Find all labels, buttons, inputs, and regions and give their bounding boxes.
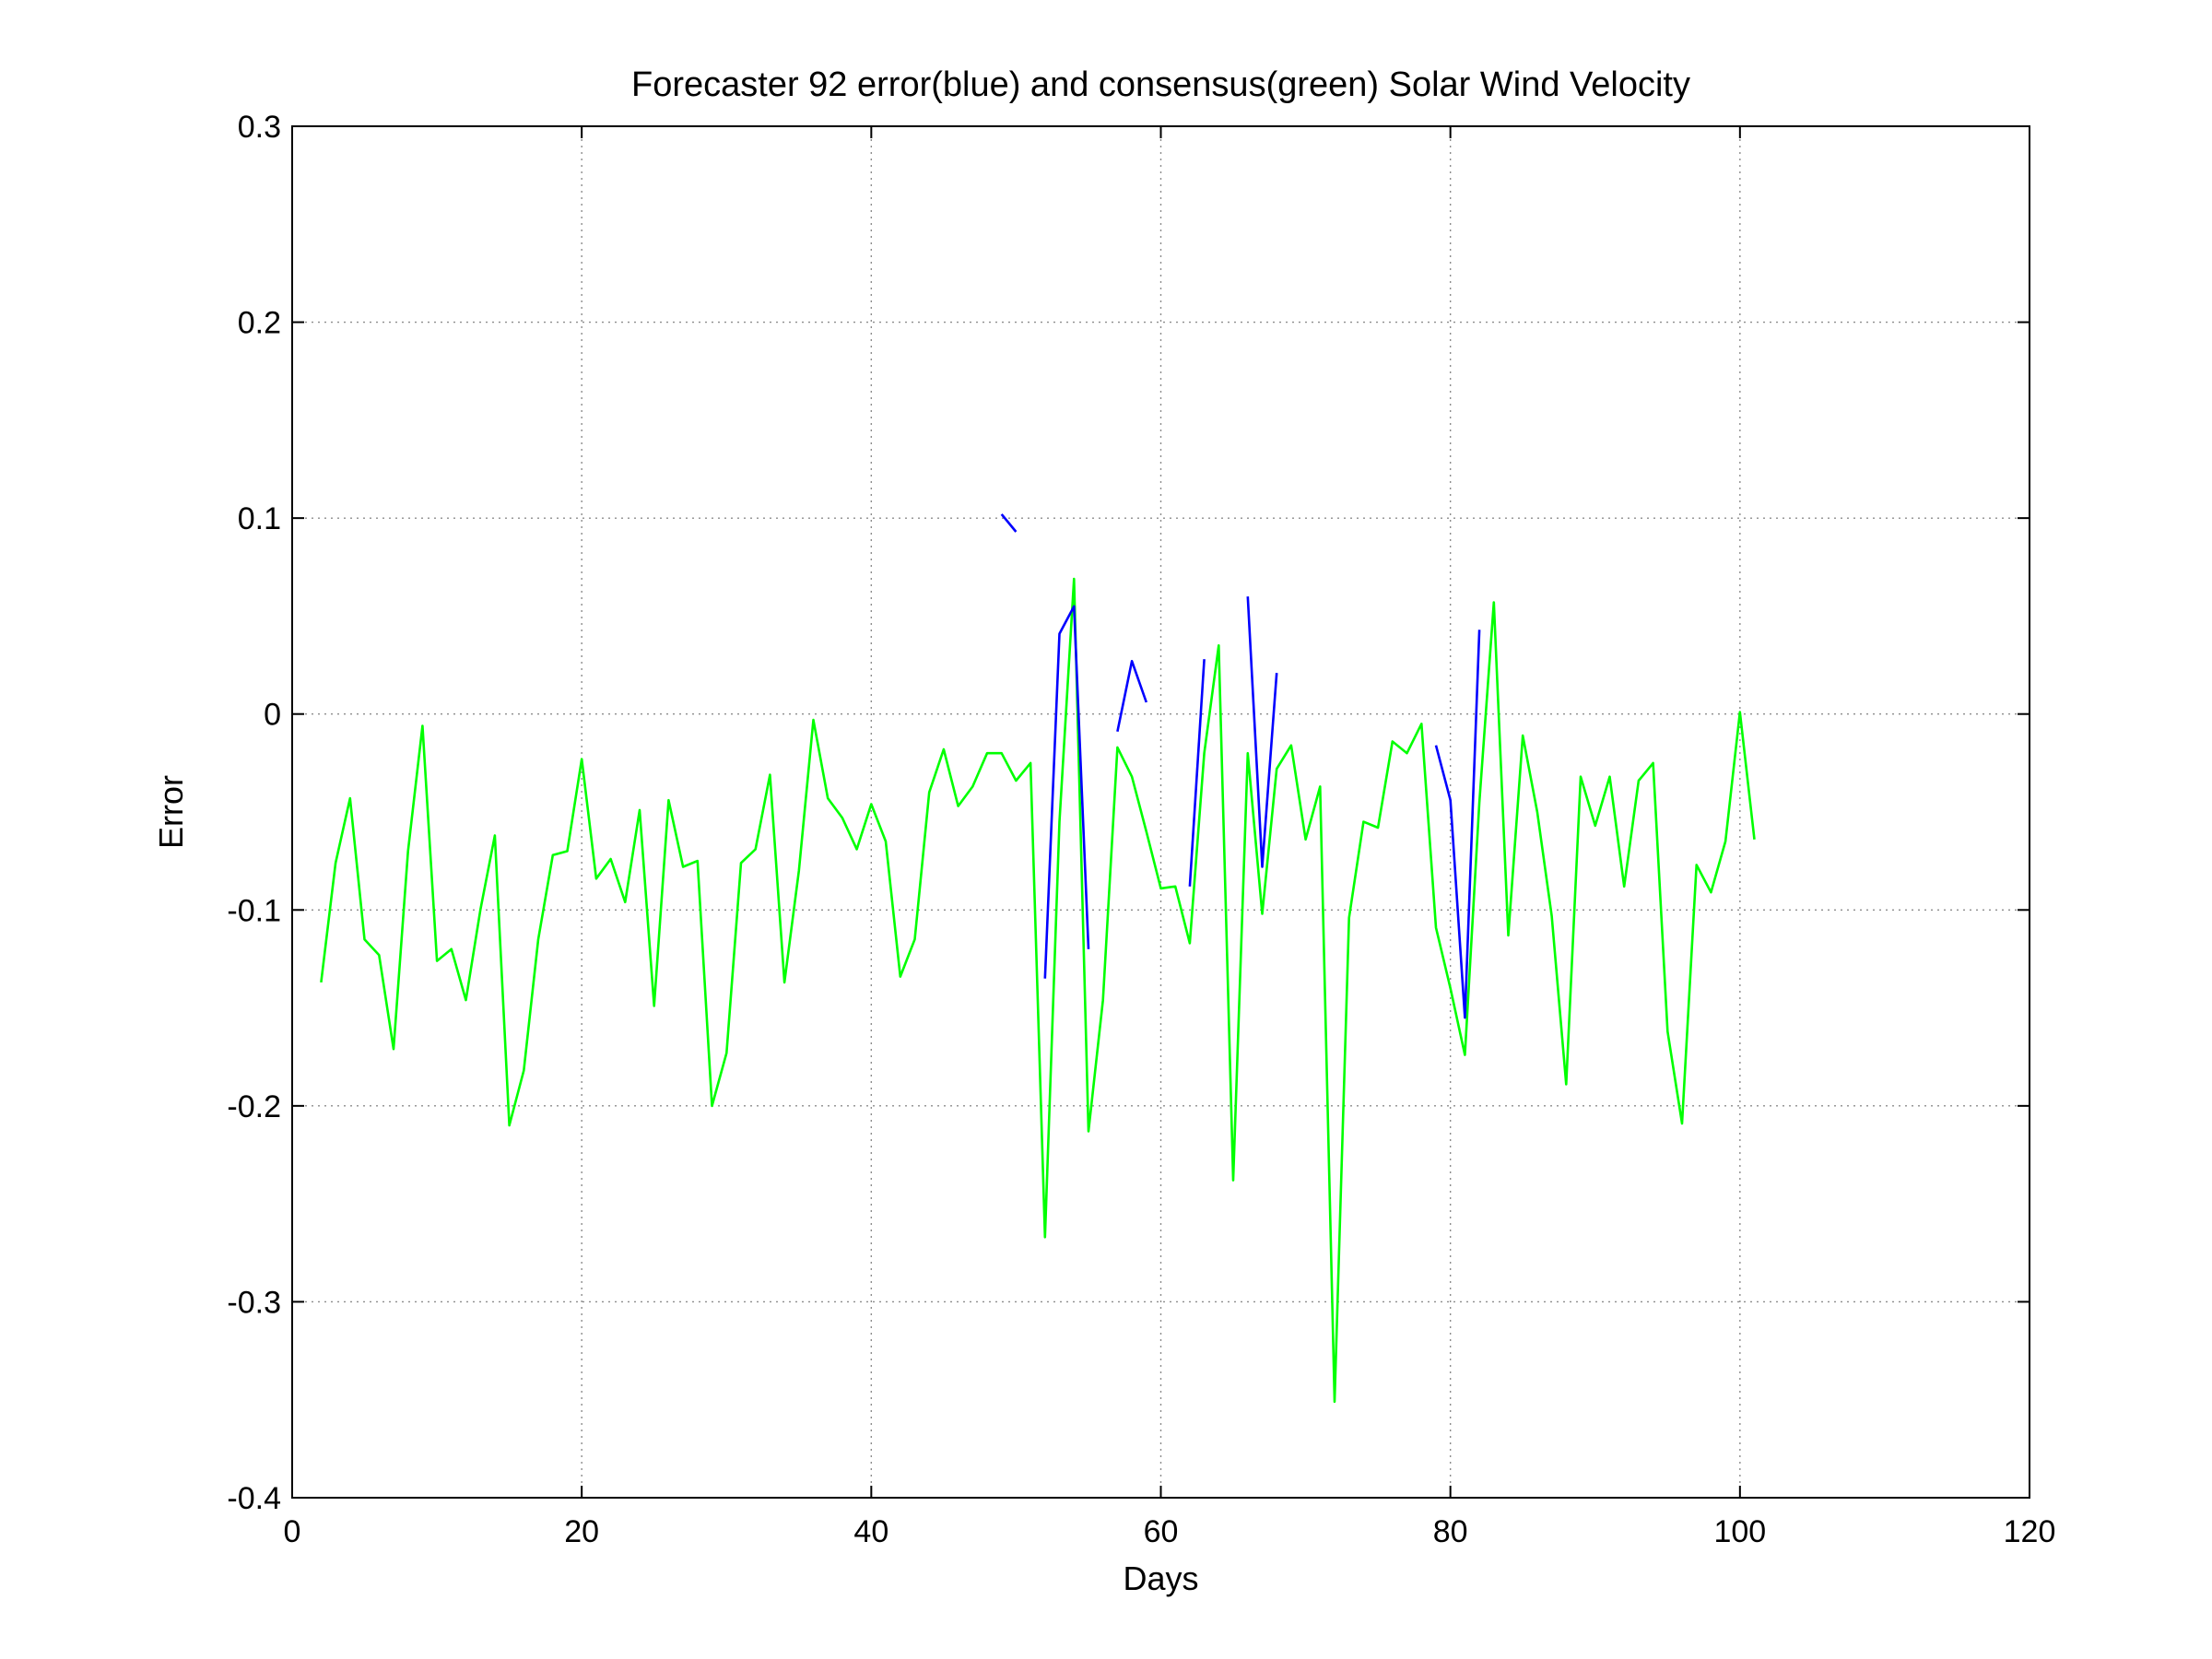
y-tick-label: 0.3: [238, 110, 281, 145]
series-line-segment: [1043, 605, 1090, 979]
x-tick-label: 40: [853, 1514, 888, 1549]
series-line-segment: [1116, 659, 1148, 733]
grid-lines: [291, 125, 2030, 1499]
axis-ticks: 0 20 40 60 80 100 120 -0.4 -0.3 -0.2 -0.1 0 0.1 0.2 0.…: [227, 110, 2055, 1549]
series-2: [1000, 513, 1481, 1019]
series-line-segment: [1246, 596, 1278, 868]
x-tick-label: 80: [1433, 1514, 1468, 1549]
x-axis-label: Days: [1123, 1559, 1198, 1597]
series-line-segment: [1188, 659, 1206, 887]
series-1: [320, 577, 1756, 1404]
x-tick-label: 100: [1713, 1514, 1766, 1549]
chart-title: Forecaster 92 error(blue) and consensus(…: [631, 65, 1690, 104]
y-tick-label: 0.1: [238, 501, 281, 536]
y-tick-label: -0.2: [227, 1089, 281, 1124]
y-tick-label: -0.1: [227, 893, 281, 928]
y-tick-label: -0.4: [227, 1481, 281, 1516]
x-tick-label: 20: [564, 1514, 599, 1549]
x-tick-label: 120: [2004, 1514, 2056, 1549]
x-tick-label: 0: [284, 1514, 301, 1549]
y-axis-label: Error: [152, 775, 190, 849]
x-tick-label: 60: [1144, 1514, 1179, 1549]
series-line-segment: [1000, 513, 1018, 533]
y-tick-label: 0: [264, 698, 281, 733]
series-line-segment: [320, 577, 1756, 1404]
series-layer: [320, 513, 1756, 1404]
y-tick-label: -0.3: [227, 1285, 281, 1320]
series-line-segment: [1434, 629, 1481, 1019]
y-tick-label: 0.2: [238, 306, 281, 341]
